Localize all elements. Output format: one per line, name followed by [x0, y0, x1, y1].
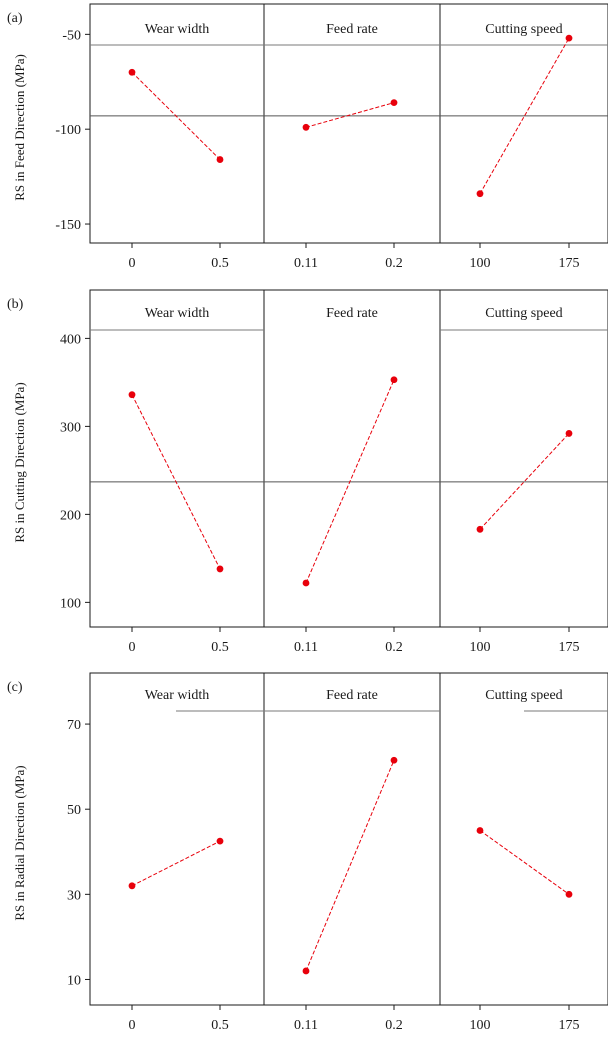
x-tick-label: 100 [470, 1018, 491, 1033]
x-tick-label: 0.2 [385, 256, 403, 271]
data-point [128, 882, 136, 890]
effect-line [305, 102, 395, 128]
y-tick-label: 30 [67, 888, 81, 903]
data-point [216, 156, 224, 163]
factor-header: Feed rate [326, 22, 378, 37]
panel-frame [89, 289, 608, 628]
panel-label: (a) [7, 11, 23, 26]
factor-header: Cutting speed [485, 688, 562, 703]
data-point [565, 34, 573, 42]
x-tick-label: 0.2 [385, 640, 403, 655]
x-tick-label: 100 [470, 256, 491, 271]
factor-header: Wear width [145, 306, 210, 321]
effect-line [479, 830, 570, 895]
panel-3 [85, 672, 608, 1010]
x-tick-label: 175 [559, 1018, 580, 1033]
effect-line [479, 433, 570, 530]
y-tick-label: 50 [67, 803, 81, 818]
y-tick-label: 200 [60, 508, 81, 523]
data-point [216, 565, 224, 573]
data-point [476, 827, 484, 834]
y-tick-label: -50 [62, 28, 81, 43]
effect-line [305, 760, 395, 972]
effect-line [131, 840, 221, 887]
factor-header: Feed rate [326, 306, 378, 321]
panel-label: (c) [7, 680, 23, 695]
x-tick-label: 0.2 [385, 1018, 403, 1033]
y-tick-label: 100 [60, 596, 81, 611]
data-point [390, 99, 398, 107]
y-axis-label: RS in Cutting Direction (MPa) [12, 382, 27, 542]
y-tick-label: -100 [55, 123, 81, 138]
data-point [302, 967, 310, 975]
y-tick-label: 400 [60, 332, 81, 347]
x-tick-label: 0 [129, 1018, 136, 1033]
data-point [302, 123, 310, 131]
x-tick-label: 175 [559, 256, 580, 271]
x-tick-label: 175 [559, 640, 580, 655]
x-tick-label: 0.5 [211, 1018, 229, 1033]
y-tick-label: -150 [55, 218, 81, 233]
x-tick-label: 0.11 [294, 256, 318, 271]
panel-1 [85, 3, 608, 248]
data-point [565, 430, 573, 437]
data-point [128, 391, 136, 399]
effect-line [131, 394, 221, 570]
panel-label: (b) [7, 297, 24, 312]
x-tick-label: 100 [470, 640, 491, 655]
y-tick-label: 10 [67, 973, 81, 988]
x-tick-label: 0.5 [211, 256, 229, 271]
panel-frame [89, 672, 608, 1006]
panel-2 [85, 289, 608, 632]
panel-frame [89, 3, 608, 244]
data-point [216, 837, 224, 845]
factor-header: Wear width [145, 688, 210, 703]
x-tick-label: 0.11 [294, 1018, 318, 1033]
effect-line [305, 379, 395, 584]
factor-header: Wear width [145, 22, 210, 37]
data-point [390, 756, 398, 764]
y-tick-label: 70 [67, 718, 81, 733]
x-tick-label: 0 [129, 640, 136, 655]
data-point [476, 525, 484, 533]
data-point [302, 579, 310, 587]
data-point [476, 190, 484, 198]
x-tick-label: 0.5 [211, 640, 229, 655]
y-axis-label: RS in Feed Direction (MPa) [12, 54, 27, 201]
effect-line [131, 71, 221, 160]
y-tick-label: 300 [60, 420, 81, 435]
data-point [390, 376, 398, 384]
data-point [565, 890, 573, 898]
y-axis-label: RS in Radial Direction (MPa) [12, 765, 27, 920]
factor-header: Cutting speed [485, 22, 562, 37]
x-tick-label: 0 [129, 256, 136, 271]
factor-header: Feed rate [326, 688, 378, 703]
data-point [128, 68, 136, 76]
x-tick-label: 0.11 [294, 640, 318, 655]
factor-header: Cutting speed [485, 306, 562, 321]
